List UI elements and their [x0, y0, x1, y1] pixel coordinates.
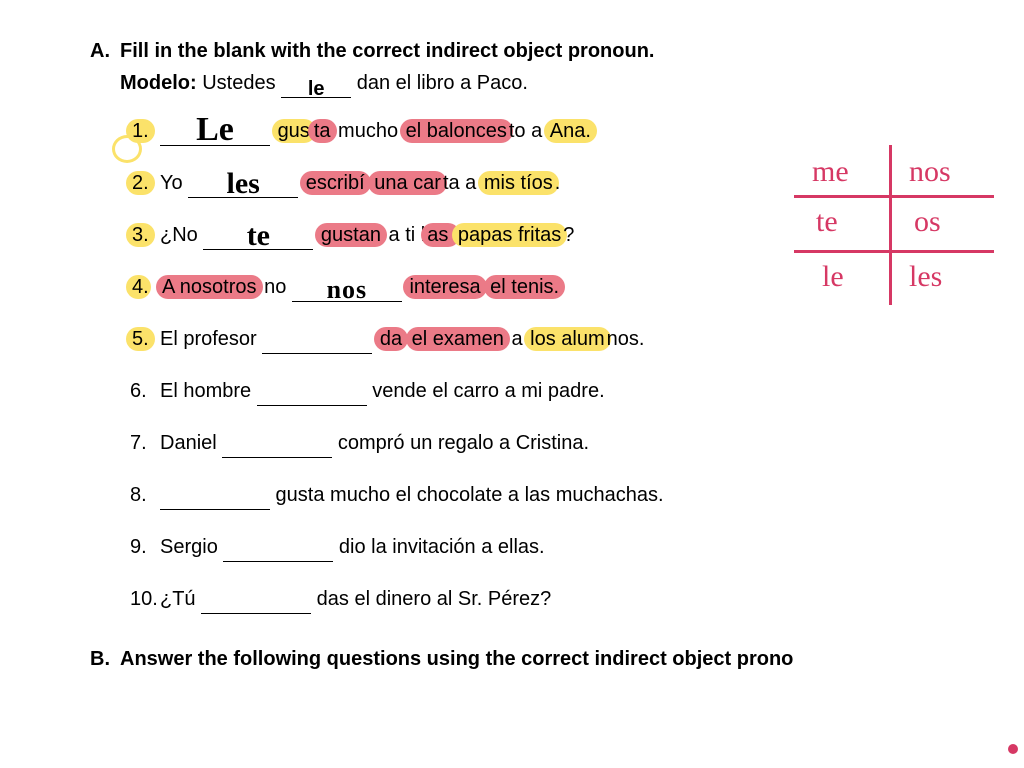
- answer-blank[interactable]: nos: [292, 278, 402, 302]
- highlight-pink: el balonces: [400, 119, 513, 143]
- section-b-instruction: Answer the following questions using the…: [120, 644, 793, 674]
- chart-hline-2: [794, 250, 994, 253]
- section-a-instruction: Fill in the blank with the correct indir…: [120, 36, 654, 66]
- chart-grid: me nos te os le les: [794, 150, 994, 300]
- highlight-yellow: mis tíos: [478, 171, 559, 195]
- question-row: 5.El profesor da el examen a los alumnos…: [130, 324, 1004, 354]
- handwritten-answer: Le: [160, 113, 270, 147]
- highlight-pink: da: [374, 327, 408, 351]
- modelo-blank: le: [281, 74, 351, 98]
- highlight-pink: escribí: [300, 171, 371, 195]
- highlight-pink: gustan: [315, 223, 387, 247]
- highlight-pink: una car: [368, 171, 447, 195]
- modelo-row: Modelo: Ustedes le dan el libro a Paco.: [120, 68, 1004, 98]
- question-number: 8.: [130, 480, 160, 510]
- answer-blank[interactable]: [223, 538, 333, 562]
- question-row: 1.Le gusta mucho el baloncesto a Ana.: [130, 116, 1004, 146]
- pronoun-chart: me nos te os le les: [794, 150, 994, 300]
- modelo-answer: le: [308, 78, 325, 100]
- modelo-post: dan el libro a Paco.: [351, 72, 528, 94]
- answer-blank[interactable]: [160, 486, 270, 510]
- handwritten-answer: nos: [292, 277, 402, 303]
- section-a-header: A. Fill in the blank with the correct in…: [90, 36, 1004, 66]
- question-row: 8. gusta mucho el chocolate a las muchac…: [130, 480, 1004, 510]
- section-b-letter: B.: [90, 644, 120, 674]
- answer-blank[interactable]: [201, 590, 311, 614]
- answer-blank[interactable]: te: [203, 226, 313, 250]
- red-dot-annotation: [1008, 744, 1018, 754]
- highlight-pink: interesa: [403, 275, 486, 299]
- answer-blank[interactable]: [257, 382, 367, 406]
- highlight-pink: el examen: [406, 327, 510, 351]
- chart-cell: nos: [909, 155, 951, 189]
- highlight-yellow: los alum: [524, 327, 610, 351]
- chart-cell: te: [816, 205, 838, 239]
- section-a-letter: A.: [90, 36, 120, 66]
- highlight-yellow: papas fritas: [452, 223, 567, 247]
- question-number: 3.: [130, 220, 160, 250]
- question-number: 2.: [130, 168, 160, 198]
- answer-blank[interactable]: [262, 330, 372, 354]
- answer-blank[interactable]: les: [188, 174, 298, 198]
- answer-blank[interactable]: Le: [160, 122, 270, 146]
- highlight-pink: el tenis.: [484, 275, 565, 299]
- highlight-yellow: Ana.: [544, 119, 597, 143]
- question-row: 10.¿Tú das el dinero al Sr. Pérez?: [130, 584, 1004, 614]
- question-number: 5.: [130, 324, 160, 354]
- question-number: 10.: [130, 584, 160, 614]
- question-row: 7.Daniel compró un regalo a Cristina.: [130, 428, 1004, 458]
- worksheet-page: A. Fill in the blank with the correct in…: [0, 0, 1024, 674]
- highlight-pink: ta: [308, 119, 337, 143]
- chart-cell: os: [914, 205, 941, 239]
- handwritten-answer: te: [203, 221, 313, 251]
- question-row: 9.Sergio dio la invitación a ellas.: [130, 532, 1004, 562]
- handwritten-answer: les: [188, 169, 298, 199]
- chart-cell: le: [822, 260, 844, 294]
- chart-vline: [889, 145, 892, 305]
- question-number: 6.: [130, 376, 160, 406]
- modelo-label: Modelo:: [120, 72, 197, 94]
- modelo-pre: Ustedes: [202, 72, 281, 94]
- circle-annotation-q1: [112, 135, 142, 163]
- question-number: 7.: [130, 428, 160, 458]
- chart-cell: les: [909, 260, 942, 294]
- chart-cell: me: [812, 155, 849, 189]
- answer-blank[interactable]: [222, 434, 332, 458]
- chart-hline-1: [794, 195, 994, 198]
- question-number: 9.: [130, 532, 160, 562]
- modelo-text: Ustedes le dan el libro a Paco.: [202, 72, 528, 94]
- highlight-pink: A nosotros: [156, 275, 263, 299]
- section-b-header: B. Answer the following questions using …: [90, 644, 1004, 674]
- question-row: 6.El hombre vende el carro a mi padre.: [130, 376, 1004, 406]
